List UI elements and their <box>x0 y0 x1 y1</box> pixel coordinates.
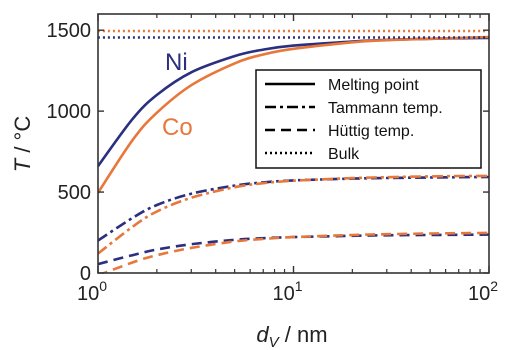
x-axis-label: dV / nm <box>256 322 327 350</box>
x-tick-label: 102 <box>468 278 498 305</box>
annotation-ni: Ni <box>165 49 188 76</box>
y-axis-label: T / °C <box>10 116 35 173</box>
series-co-melting <box>98 35 489 194</box>
y-tick-label: 1500 <box>47 20 92 42</box>
y-tick-label: 500 <box>58 182 91 204</box>
legend-label-huttig: Hüttig temp. <box>328 123 414 140</box>
annotation-co: Co <box>162 114 193 141</box>
legend-label-tammann: Tammann temp. <box>328 100 443 117</box>
series-co-huttig <box>100 231 489 273</box>
y-tick-label: 0 <box>80 263 91 285</box>
series-ni-tammann <box>98 175 489 242</box>
legend-box <box>255 69 482 169</box>
x-tick-label: 100 <box>77 278 107 305</box>
legend: Melting point Tammann temp. Hüttig temp.… <box>255 69 482 169</box>
legend-label-melting: Melting point <box>328 77 419 94</box>
x-tick-label: 101 <box>272 278 302 305</box>
series-ni-huttig <box>98 233 489 266</box>
series-co-tammann <box>98 174 489 255</box>
y-tick-label: 1000 <box>47 101 92 123</box>
legend-label-bulk: Bulk <box>328 146 360 163</box>
